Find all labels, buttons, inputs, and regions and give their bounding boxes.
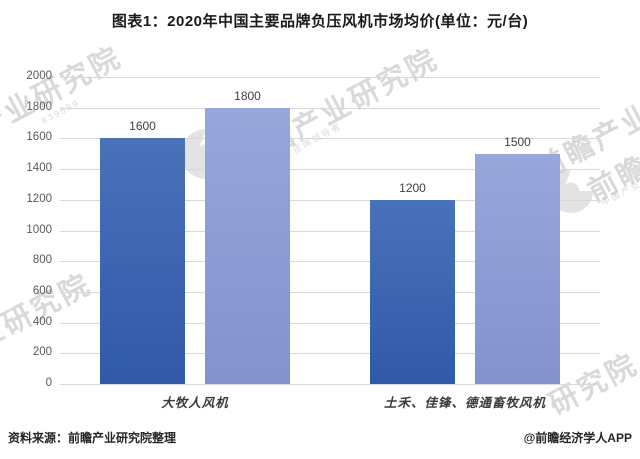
bar-dark xyxy=(370,200,455,384)
y-axis-tick-label: 600 xyxy=(32,285,52,297)
grid-line xyxy=(60,138,600,139)
y-axis-tick-label: 200 xyxy=(32,346,52,358)
bar-light xyxy=(205,108,290,384)
y-axis-tick-label: 0 xyxy=(45,377,52,389)
grid-line xyxy=(60,108,600,109)
bar-dark xyxy=(100,138,185,384)
watermark-tagline-right: 中国产业咨询领导者 xyxy=(599,152,640,208)
grid-line xyxy=(60,200,600,201)
source-note: 资料来源：前瞻产业研究院整理 xyxy=(8,431,177,445)
data-label: 1500 xyxy=(504,135,531,149)
y-axis-tick-label: 1400 xyxy=(26,162,52,174)
x-axis-category-label: 土禾、佳锋、德通畜牧风机 xyxy=(383,396,546,410)
y-axis-tick-label: 2000 xyxy=(26,70,52,82)
grid-line xyxy=(60,231,600,232)
x-axis-category-label: 大牧人风机 xyxy=(161,396,229,410)
watermark-text-right: 前瞻产业研究院 xyxy=(583,75,640,209)
y-axis-tick-label: 1600 xyxy=(26,131,52,143)
data-label: 1600 xyxy=(129,119,156,133)
y-axis-tick-label: 800 xyxy=(32,254,52,266)
grid-line xyxy=(60,261,600,262)
grid-line xyxy=(60,77,600,78)
data-label: 1800 xyxy=(234,89,261,103)
y-axis-tick-label: 400 xyxy=(32,316,52,328)
y-axis-tick-label: 1000 xyxy=(26,224,52,236)
grid-line xyxy=(60,292,600,293)
credit-note: @前瞻经济学人APP xyxy=(523,431,632,445)
grid-line xyxy=(60,353,600,354)
chart-title: 图表1：2020年中国主要品牌负压风机市场均价(单位：元/台) xyxy=(111,13,529,30)
grid-line xyxy=(60,323,600,324)
y-axis-tick-label: 1200 xyxy=(26,193,52,205)
grid-line xyxy=(60,384,600,385)
y-axis-tick-label: 1800 xyxy=(26,101,52,113)
bar-light xyxy=(475,154,560,384)
grid-line xyxy=(60,169,600,170)
watermark-text-bottom-left: 业研究院 xyxy=(0,268,98,357)
data-label: 1200 xyxy=(399,181,426,195)
